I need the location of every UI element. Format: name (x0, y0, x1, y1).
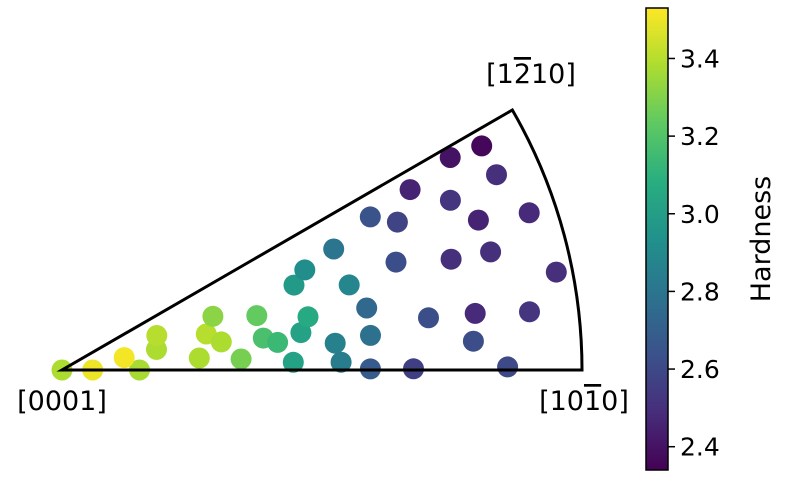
colorbar-tick-label: 2.4 (680, 433, 720, 462)
data-point (356, 297, 378, 319)
scatter-points (51, 135, 567, 381)
colorbar-tick-label: 3.2 (680, 122, 720, 151)
corner-label-0001: [0001] (17, 386, 107, 417)
data-point (267, 331, 289, 353)
colorbar-tick-label: 2.6 (680, 355, 720, 384)
data-point (330, 351, 352, 373)
data-point (467, 209, 489, 231)
data-point (464, 302, 486, 324)
data-point (246, 305, 268, 327)
colorbar: 2.4 2.6 2.8 3.0 3.2 3.4 Hardness (645, 7, 777, 471)
data-point (188, 347, 210, 369)
data-point (297, 306, 319, 328)
data-point (440, 248, 462, 270)
data-point (210, 331, 232, 353)
data-point (462, 330, 484, 352)
data-point (497, 356, 519, 378)
data-point (290, 322, 312, 344)
colorbar-gradient (645, 7, 669, 471)
data-point (385, 251, 407, 273)
data-point (480, 241, 502, 263)
colorbar-ticks: 2.4 2.6 2.8 3.0 3.2 3.4 (668, 44, 720, 462)
data-point (230, 348, 252, 370)
data-point (283, 274, 305, 296)
overbar-digit: 1 (584, 386, 601, 417)
data-point (324, 332, 346, 354)
overbar-digit: 2 (514, 59, 531, 90)
data-point (113, 347, 135, 369)
data-point (386, 211, 408, 233)
colorbar-tick-label: 3.4 (680, 44, 720, 73)
corner-label-10-10: [1010] (539, 386, 629, 417)
data-point (418, 307, 439, 329)
data-point (439, 147, 461, 168)
corner-label-1-210: [1210] (486, 59, 576, 90)
colorbar-tick-label: 3.0 (680, 200, 720, 229)
data-point (146, 325, 168, 346)
data-point (519, 301, 540, 323)
ipf-sector-outline (56, 107, 584, 372)
colorbar-label: Hardness (746, 176, 777, 302)
data-point (282, 351, 304, 373)
data-point (518, 202, 540, 224)
data-point (294, 259, 316, 281)
data-point (359, 206, 381, 228)
data-point (399, 179, 421, 201)
data-point (338, 274, 360, 296)
data-point (360, 324, 381, 346)
data-point (545, 261, 567, 283)
data-point (486, 164, 507, 186)
data-point (471, 135, 493, 157)
colorbar-tick-label: 2.8 (680, 277, 720, 306)
data-point (323, 238, 345, 260)
data-point (439, 189, 461, 211)
data-point (202, 305, 224, 327)
